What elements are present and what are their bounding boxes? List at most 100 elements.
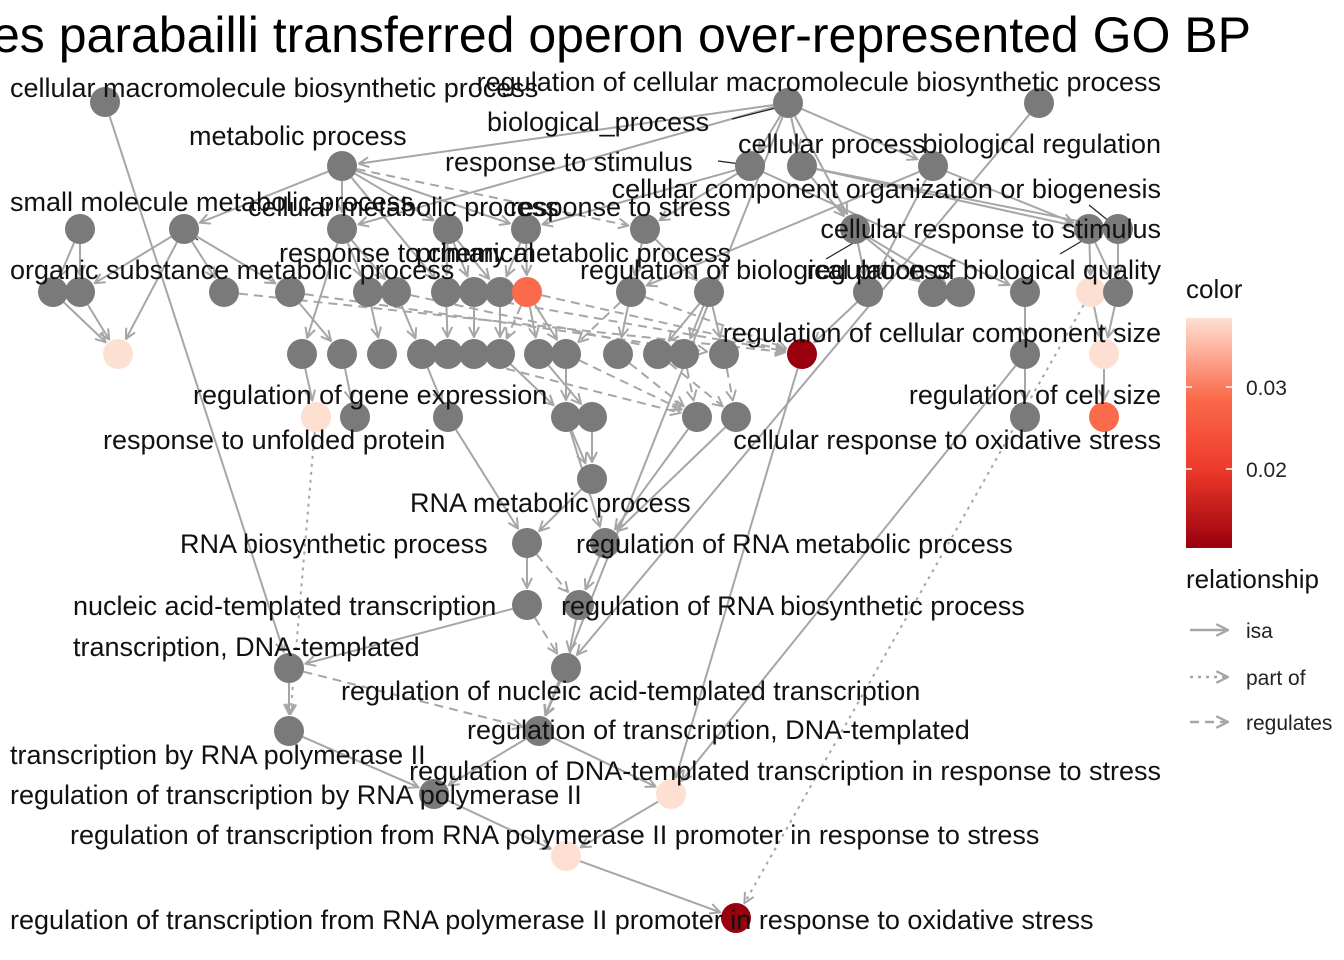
label-leader-line <box>825 241 856 260</box>
isa-edge <box>801 108 918 159</box>
go-term-label: cellular component organization or bioge… <box>612 174 1161 204</box>
go-term-label: regulation of RNA biosynthetic process <box>561 591 1025 621</box>
isa-edge <box>654 238 697 281</box>
isa-edge <box>1089 243 1090 275</box>
go-term-node <box>630 214 660 244</box>
go-term-label: regulation of biological quality <box>807 255 1162 285</box>
regulates-edge <box>579 359 682 410</box>
node-layer <box>38 87 1133 933</box>
isa-edge <box>307 242 339 338</box>
isa-edge <box>358 106 774 224</box>
go-term-node <box>853 277 883 307</box>
isa-edge <box>617 426 726 531</box>
isa-edge <box>351 239 385 279</box>
go-term-node <box>433 339 463 369</box>
isa-edge <box>345 368 352 401</box>
isa-edge <box>794 115 847 214</box>
go-term-label: regulation of transcription by RNA polym… <box>10 780 582 810</box>
go-term-node <box>38 277 68 307</box>
isa-edge <box>447 799 551 848</box>
go-term-node <box>459 339 489 369</box>
go-term-node <box>1010 402 1040 432</box>
isa-edge <box>539 488 583 532</box>
regulates-edge <box>687 368 694 401</box>
isa-edge <box>569 619 576 652</box>
go-term-node <box>721 903 751 933</box>
go-term-node <box>433 402 463 432</box>
go-term-node <box>274 653 304 683</box>
go-term-label: cellular macromolecule biosynthetic proc… <box>10 73 538 103</box>
go-term-node <box>485 339 515 369</box>
regulates-edge <box>303 670 523 727</box>
color-legend-title: color <box>1186 274 1243 304</box>
go-term-node <box>551 339 581 369</box>
go-term-node <box>512 528 542 558</box>
regulates-edge <box>534 617 557 654</box>
go-term-node <box>1089 339 1119 369</box>
isa-edge <box>200 170 329 223</box>
isa-edge <box>816 168 1073 225</box>
go-term-node <box>682 402 712 432</box>
go-term-label: biological_process <box>487 107 709 137</box>
legend-label-regulates: regulates <box>1246 712 1332 735</box>
go-term-node <box>840 214 870 244</box>
go-term-label: response to chemical <box>279 238 534 268</box>
go-term-node <box>918 151 948 181</box>
go-term-node <box>169 214 199 244</box>
go-term-node <box>327 214 357 244</box>
go-term-label: regulation of RNA metabolic process <box>576 529 1013 559</box>
go-term-node <box>551 841 581 871</box>
isa-edge <box>570 430 586 463</box>
graph-title: es parabailli transferred operon over-re… <box>0 7 1251 63</box>
isa-edge <box>355 169 510 224</box>
regulates-edge <box>669 362 723 406</box>
go-term-node <box>945 277 975 307</box>
regulates-edge <box>629 362 684 406</box>
isa-edge <box>108 115 284 652</box>
isa-edge <box>682 365 1017 781</box>
go-term-node <box>512 590 542 620</box>
go-term-label: RNA metabolic process <box>410 488 691 518</box>
isa-edge <box>1108 306 1116 338</box>
go-term-label: primary metabolic process <box>416 238 731 268</box>
go-term-node <box>773 88 803 118</box>
go-term-node <box>669 339 699 369</box>
go-term-node <box>381 277 411 307</box>
go-term-node <box>551 653 581 683</box>
color-legend: color 0.03 0.02 <box>1186 274 1287 548</box>
go-term-node <box>433 214 463 244</box>
go-term-node <box>459 277 489 307</box>
isa-edge <box>510 363 554 405</box>
go-term-node <box>485 277 515 307</box>
go-term-node <box>511 214 541 244</box>
go-term-label: transcription, DNA-templated <box>73 632 420 662</box>
go-term-node <box>787 151 817 181</box>
go-term-label: nucleic acid-templated transcription <box>73 591 496 621</box>
go-term-label: cellular process <box>738 129 926 159</box>
isa-edge <box>346 242 362 276</box>
isa-edge <box>635 243 643 276</box>
go-term-node <box>327 339 357 369</box>
go-term-label: cellular metabolic process <box>248 192 559 222</box>
isa-edge <box>690 305 705 338</box>
isa-edge <box>191 241 215 278</box>
isa-edge <box>305 607 513 664</box>
isa-edge <box>452 242 468 276</box>
isa-edge <box>302 736 419 787</box>
go-term-node <box>209 277 239 307</box>
isa-edge <box>579 860 720 912</box>
isa-edge <box>866 237 920 281</box>
regulates-edge <box>578 301 621 342</box>
go-term-node <box>419 779 449 809</box>
isa-edge <box>456 239 490 279</box>
isa-edge <box>552 736 656 786</box>
color-tick-label: 0.03 <box>1246 377 1287 400</box>
isa-edge <box>354 172 433 221</box>
isa-edge <box>1094 242 1111 277</box>
isa-edge <box>304 368 312 401</box>
relationship-legend: relationship isa part of regulates <box>1186 564 1332 735</box>
go-term-label: regulation of cellular macromolecule bio… <box>477 67 1161 97</box>
isa-edge <box>790 117 798 150</box>
isa-edge <box>763 171 1010 285</box>
